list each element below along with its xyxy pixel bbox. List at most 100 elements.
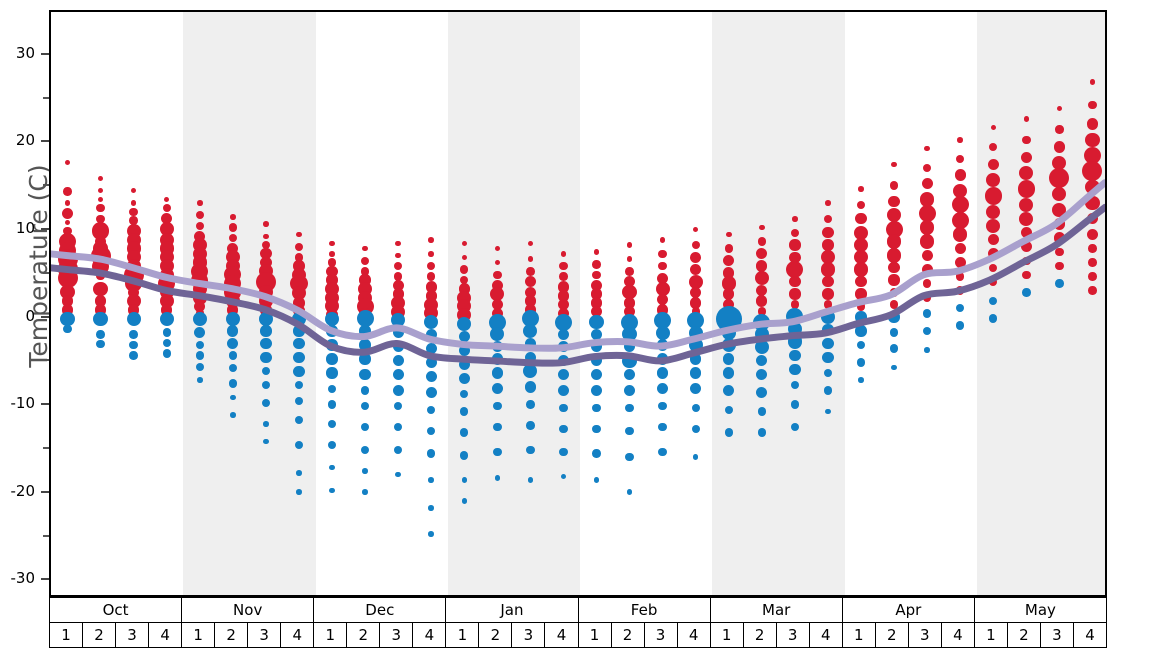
week-label-cell[interactable]: 3 (909, 623, 942, 647)
week-label-cell[interactable]: 1 (975, 623, 1008, 647)
low-temp-dot (425, 370, 437, 383)
low-temp-dot (924, 347, 930, 353)
week-label-cell[interactable]: 3 (645, 623, 678, 647)
high-temp-dot (823, 300, 833, 309)
week-label-cell[interactable]: 1 (182, 623, 216, 647)
high-temp-dot (527, 256, 534, 262)
week-label-cell[interactable]: 4 (149, 623, 183, 647)
week-label-cell[interactable]: 1 (49, 623, 84, 647)
y-tick-mark (41, 140, 49, 143)
low-temp-dot (922, 309, 932, 318)
low-temp-dot (129, 330, 138, 339)
high-temp-dot (889, 181, 899, 190)
week-label-cell[interactable]: 4 (545, 623, 579, 647)
high-temp-dot (688, 274, 703, 289)
mean-line (51, 203, 1105, 367)
week-label-cell[interactable]: 4 (1074, 623, 1107, 647)
low-temp-dot (263, 421, 269, 427)
month-label-cell[interactable]: Feb (579, 598, 711, 622)
month-label-cell[interactable]: Mar (711, 598, 843, 622)
week-label-cell[interactable]: 4 (810, 623, 843, 647)
low-temp-dot (428, 531, 434, 537)
low-temp-dot (359, 369, 371, 381)
high-temp-dot (756, 295, 768, 307)
week-label-cell[interactable]: 3 (1041, 623, 1074, 647)
week-label-cell[interactable]: 4 (942, 623, 975, 647)
high-temp-dot (1052, 187, 1067, 202)
month-label-cell[interactable]: May (975, 598, 1107, 622)
low-temp-dot (162, 349, 171, 358)
week-label-cell[interactable]: 1 (579, 623, 612, 647)
low-temp-dot (557, 328, 570, 341)
week-label-cell[interactable]: 2 (1008, 623, 1041, 647)
high-temp-dot (888, 274, 900, 286)
week-label-cell[interactable]: 4 (281, 623, 315, 647)
high-temp-dot (757, 307, 767, 316)
high-temp-dot (195, 211, 204, 220)
high-temp-dot (825, 200, 831, 206)
week-label-cell[interactable]: 3 (116, 623, 150, 647)
low-temp-dot (790, 400, 800, 409)
high-temp-dot (493, 270, 502, 280)
week-label-cell[interactable]: 2 (347, 623, 381, 647)
high-temp-dot (885, 220, 903, 238)
high-temp-dot (195, 221, 204, 230)
week-label-cell[interactable]: 2 (744, 623, 777, 647)
month-label-cell[interactable]: Nov (182, 598, 315, 622)
low-temp-dot (521, 310, 539, 328)
low-temp-dot (228, 351, 238, 360)
low-temp-dot (458, 372, 470, 384)
low-temp-dot (96, 330, 105, 339)
month-label-cell[interactable]: Oct (49, 598, 183, 622)
y-tick-mark (41, 578, 49, 581)
week-label-cell[interactable]: 2 (215, 623, 249, 647)
high-temp-dot (395, 240, 401, 247)
high-temp-dot (97, 187, 104, 194)
high-temp-dot (954, 169, 966, 181)
high-temp-dot (94, 304, 107, 316)
week-label-cell[interactable]: 3 (777, 623, 810, 647)
high-temp-dot (823, 214, 833, 223)
low-temp-dot (523, 364, 538, 379)
low-temp-dot (195, 340, 204, 350)
high-temp-dot (590, 297, 603, 309)
week-label-cell[interactable]: 3 (248, 623, 282, 647)
month-label-cell[interactable]: Jan (446, 598, 579, 622)
high-temp-dot (920, 234, 935, 249)
low-temp-dot (458, 358, 470, 370)
week-label-cell[interactable]: 2 (612, 623, 645, 647)
week-label-cell[interactable]: 1 (711, 623, 744, 647)
week-label-cell[interactable]: 3 (380, 623, 414, 647)
month-label-cell[interactable]: Dec (314, 598, 447, 622)
week-label-cell[interactable]: 2 (83, 623, 117, 647)
week-label-cell[interactable]: 4 (413, 623, 447, 647)
high-temp-dot (1052, 155, 1067, 170)
high-temp-dot (428, 237, 434, 243)
low-temp-dot (425, 356, 437, 369)
y-minor-tick-mark (43, 96, 49, 99)
high-temp-dot (657, 304, 669, 316)
low-temp-dot (655, 325, 670, 340)
week-label-cell[interactable]: 4 (678, 623, 711, 647)
week-label-cell[interactable]: 1 (446, 623, 480, 647)
high-temp-dot (626, 256, 633, 262)
high-temp-dot (197, 200, 203, 206)
month-label-cell[interactable]: Apr (843, 598, 975, 622)
y-minor-tick-mark (43, 359, 49, 362)
low-temp-dot (460, 428, 469, 437)
high-temp-dot (491, 307, 503, 320)
week-label-cell[interactable]: 1 (314, 623, 348, 647)
week-label-cell[interactable]: 2 (479, 623, 513, 647)
low-temp-dot (293, 325, 305, 337)
high-temp-dot (425, 281, 437, 293)
high-temp-dot (393, 272, 403, 281)
week-label-cell[interactable]: 1 (843, 623, 876, 647)
high-temp-dot (392, 279, 404, 291)
high-temp-dot (1053, 141, 1066, 153)
low-temp-dot (625, 426, 634, 435)
week-label-cell[interactable]: 3 (512, 623, 546, 647)
low-temp-dot (428, 505, 434, 511)
high-temp-dot (855, 276, 867, 288)
week-label-cell[interactable]: 2 (876, 623, 909, 647)
